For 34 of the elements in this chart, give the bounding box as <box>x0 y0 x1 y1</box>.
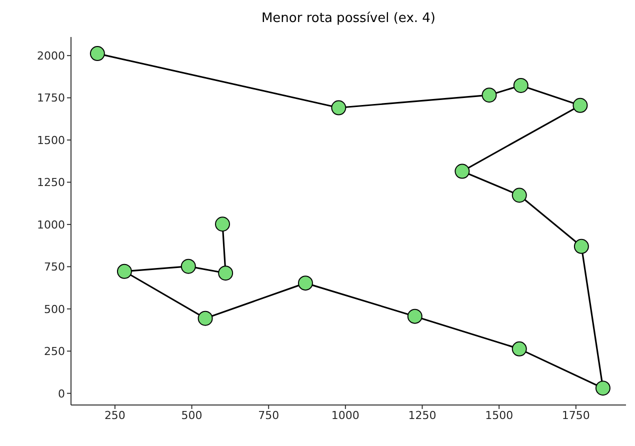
y-tick-label: 2000 <box>37 49 65 62</box>
point <box>298 276 313 291</box>
point <box>90 46 105 62</box>
x-tick-label: 1250 <box>408 408 436 422</box>
y-tick-label: 250 <box>44 345 65 358</box>
point <box>454 164 470 179</box>
y-tick-label: 1750 <box>37 92 65 105</box>
x-tick-label: 500 <box>181 408 202 422</box>
point <box>512 188 527 203</box>
point <box>180 258 196 274</box>
point <box>512 341 527 356</box>
x-tick-label: 1750 <box>562 408 590 422</box>
y-tick-label: 1250 <box>37 176 65 190</box>
point <box>572 98 588 113</box>
x-tick-label: 750 <box>258 408 280 422</box>
point <box>513 78 528 93</box>
x-tick-label: 1000 <box>331 408 360 422</box>
point <box>407 308 422 324</box>
chart-title: Menor rota possível (ex. 4) <box>260 10 437 28</box>
y-tick-label: 0 <box>58 387 65 400</box>
x-tick-label: 1500 <box>485 408 514 422</box>
point <box>218 266 234 281</box>
point <box>331 100 346 116</box>
point <box>595 380 610 396</box>
y-tick-label: 750 <box>44 260 65 274</box>
y-tick-label: 1000 <box>37 218 65 232</box>
point <box>198 310 213 326</box>
point <box>116 264 132 279</box>
point <box>482 88 497 103</box>
y-tick-label: 1500 <box>37 134 65 147</box>
point <box>574 238 589 254</box>
y-tick-label: 500 <box>44 302 65 316</box>
point <box>215 216 230 232</box>
x-tick-label: 250 <box>104 408 126 422</box>
